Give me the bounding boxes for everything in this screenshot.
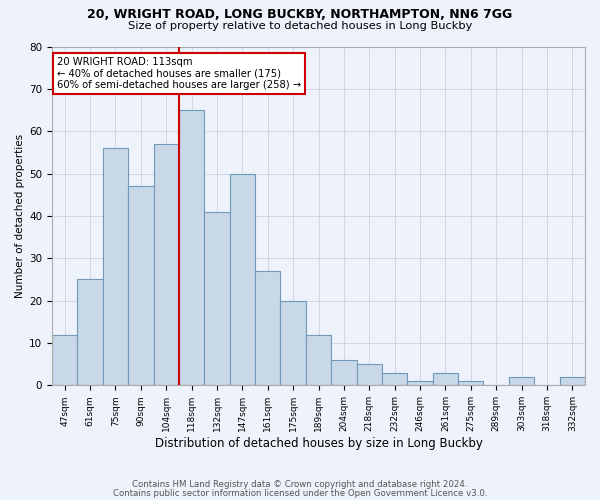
Bar	[103, 148, 128, 386]
Y-axis label: Number of detached properties: Number of detached properties	[15, 134, 25, 298]
Bar	[306, 334, 331, 386]
Text: 20, WRIGHT ROAD, LONG BUCKBY, NORTHAMPTON, NN6 7GG: 20, WRIGHT ROAD, LONG BUCKBY, NORTHAMPTO…	[88, 8, 512, 20]
Text: 20 WRIGHT ROAD: 113sqm
← 40% of detached houses are smaller (175)
60% of semi-de: 20 WRIGHT ROAD: 113sqm ← 40% of detached…	[58, 56, 301, 90]
Bar	[331, 360, 356, 386]
Bar	[77, 280, 103, 386]
Text: Size of property relative to detached houses in Long Buckby: Size of property relative to detached ho…	[128, 21, 472, 31]
Bar	[356, 364, 382, 386]
Text: Contains public sector information licensed under the Open Government Licence v3: Contains public sector information licen…	[113, 488, 487, 498]
X-axis label: Distribution of detached houses by size in Long Buckby: Distribution of detached houses by size …	[155, 437, 482, 450]
Bar	[509, 377, 534, 386]
Bar	[128, 186, 154, 386]
Bar	[280, 300, 306, 386]
Text: Contains HM Land Registry data © Crown copyright and database right 2024.: Contains HM Land Registry data © Crown c…	[132, 480, 468, 489]
Bar	[407, 381, 433, 386]
Bar	[204, 212, 230, 386]
Bar	[179, 110, 204, 386]
Bar	[154, 144, 179, 386]
Bar	[433, 372, 458, 386]
Bar	[458, 381, 484, 386]
Bar	[255, 271, 280, 386]
Bar	[230, 174, 255, 386]
Bar	[382, 372, 407, 386]
Bar	[52, 334, 77, 386]
Bar	[560, 377, 585, 386]
